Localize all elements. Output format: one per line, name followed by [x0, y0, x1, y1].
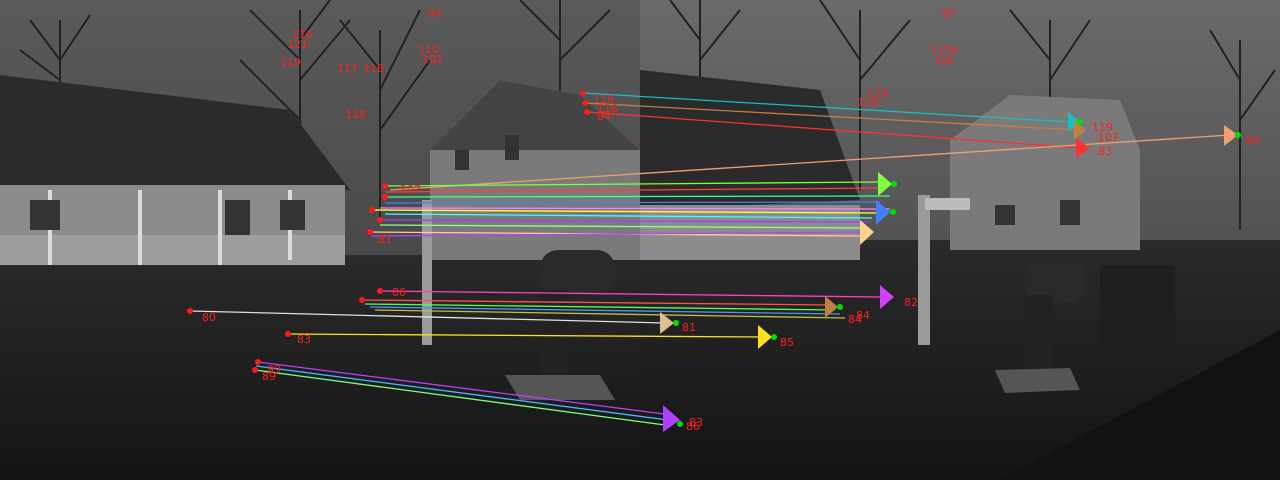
left-match-label: 117 — [337, 62, 358, 75]
right-match-label: 1106 — [930, 43, 958, 56]
left-match-label: 116 — [292, 28, 313, 41]
left-match-label: 107 — [400, 183, 421, 196]
left-match-label: 118 — [345, 108, 366, 121]
match-lines — [189, 92, 1231, 426]
right-match-label: 83 — [1098, 145, 1112, 158]
right-match-label: 86 — [686, 420, 700, 433]
right-match-label: 81 — [682, 321, 696, 334]
right-match-label: 118 — [868, 87, 889, 100]
left-match-label: 81 — [378, 233, 392, 246]
roof-left — [0, 75, 350, 190]
right-match-label: 102 — [934, 54, 955, 67]
post-right — [918, 195, 930, 345]
right-match-label: 84 — [848, 313, 862, 326]
right-image — [640, 0, 1280, 480]
left-match-label: 83 — [297, 333, 311, 346]
right-match-label: 80 — [1246, 134, 1260, 147]
left-match-label: 119 — [280, 56, 301, 69]
right-match-label: 107 — [1098, 131, 1119, 144]
left-match-label: 89 — [262, 370, 276, 383]
right-match-label: 83 — [689, 416, 703, 429]
right-match-label: 85 — [780, 336, 794, 349]
match-arrowheads — [660, 112, 1241, 432]
left-match-label: 116 — [363, 62, 384, 75]
mailbox-left — [540, 250, 615, 295]
mailbox-right — [1025, 258, 1085, 303]
left-match-label: 121 — [287, 38, 308, 51]
left-match-label: 86 — [392, 286, 406, 299]
left-match-label: 118 — [597, 102, 618, 115]
keypoint-markers — [187, 90, 590, 373]
left-match-label: 80 — [202, 311, 216, 324]
right-match-label: 119 — [1092, 121, 1113, 134]
left-match-label: 118 — [593, 93, 614, 106]
left-image — [0, 0, 640, 480]
trash-bin — [1100, 265, 1175, 355]
right-match-label: 118 — [857, 96, 878, 109]
bare-trees-left — [19, 0, 611, 220]
right-match-label: 85 — [942, 7, 956, 20]
left-match-label: 110 — [418, 43, 439, 56]
right-match-label: 84 — [856, 309, 870, 322]
left-match-label: 102 — [422, 53, 443, 66]
left-match-label: 84 — [428, 7, 442, 20]
left-match-label: 99 — [267, 363, 281, 376]
post-left — [422, 200, 432, 345]
right-match-label: 82 — [904, 296, 918, 309]
left-match-label: 84 — [597, 110, 611, 123]
roof-right — [640, 70, 860, 210]
